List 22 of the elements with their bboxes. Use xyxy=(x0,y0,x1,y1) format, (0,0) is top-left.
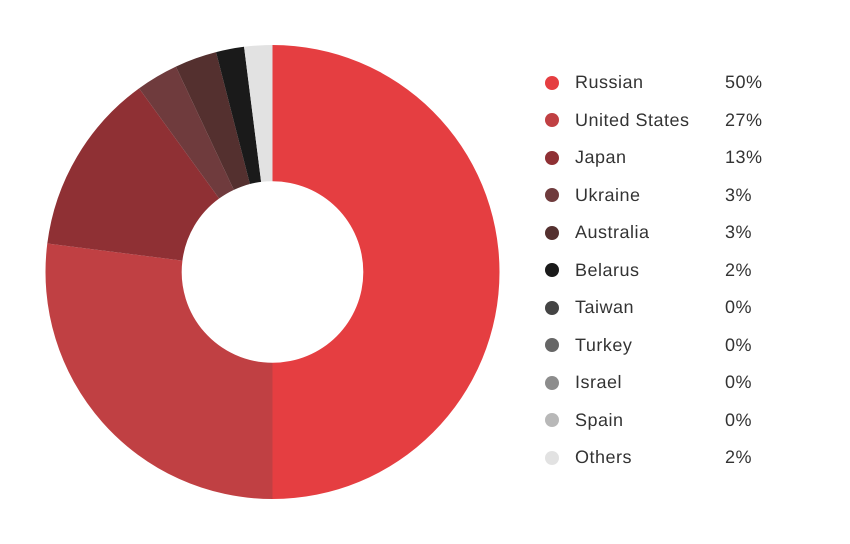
legend-label: Russian xyxy=(575,72,645,94)
text: 0% xyxy=(725,297,752,318)
legend-label: Others xyxy=(575,447,634,468)
data-label: 3% xyxy=(725,184,752,206)
data-label: 3% xyxy=(725,222,752,244)
legend-label: Belarus xyxy=(575,260,641,281)
legend-label: Israel xyxy=(575,372,624,394)
legend-label: Australia xyxy=(575,222,651,244)
data-label: 2% xyxy=(725,447,752,468)
text: 0% xyxy=(725,372,752,392)
legend-label: United States xyxy=(575,110,691,131)
data-label: 2% xyxy=(725,260,752,281)
legend-label: Taiwan xyxy=(575,297,636,318)
text: 0% xyxy=(725,334,752,355)
legend-label: Spain xyxy=(575,410,625,431)
data-label: 27% xyxy=(725,110,763,131)
data-label: 50% xyxy=(725,72,763,94)
legend-label: Japan xyxy=(575,147,628,168)
text: 0% xyxy=(725,410,752,430)
legend-label: Turkey xyxy=(575,334,634,356)
legend-label: Ukraine xyxy=(575,184,642,206)
data-label: 13% xyxy=(725,147,763,168)
